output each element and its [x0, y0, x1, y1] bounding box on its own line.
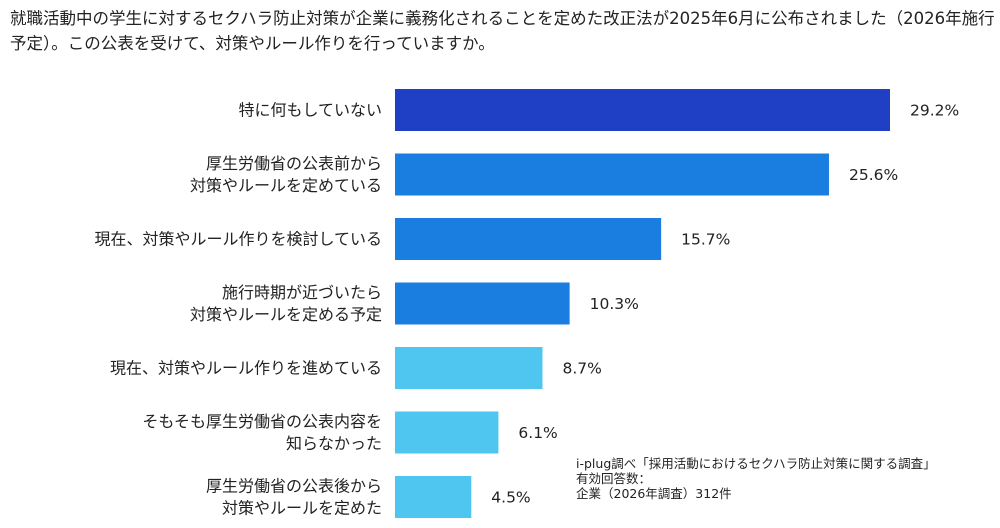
bar	[395, 282, 570, 325]
source-line: 企業（2026年調査）312件	[576, 486, 732, 501]
bar	[395, 476, 472, 518]
category-label: 対策やルールを定める予定	[190, 305, 382, 324]
value-labels-group: 29.2% 25.6% 15.7% 10.3% 8.7% 6.1% 4.5%	[491, 102, 959, 507]
bar	[395, 218, 662, 260]
bar	[395, 89, 890, 131]
category-labels-group: 特に何もしていない厚生労働省の公表前から対策やルールを定めている現在、対策やルー…	[94, 101, 382, 518]
source-note: i-plug調べ「採用活動におけるセクハラ防止対策に関する調査」 有効回答数： …	[576, 456, 996, 501]
bar	[395, 411, 499, 454]
source-line: 有効回答数：	[576, 471, 652, 486]
bar	[395, 347, 543, 389]
category-label: そもそも厚生労働省の公表内容を	[142, 412, 382, 431]
bars-group	[395, 89, 890, 518]
value-label: 25.6%	[849, 166, 898, 184]
value-label: 15.7%	[681, 231, 730, 249]
category-label: 対策やルールを定めた	[222, 499, 382, 518]
category-label: 知らなかった	[286, 434, 382, 453]
value-label: 4.5%	[491, 489, 530, 507]
category-label: 現在、対策やルール作りを進めている	[110, 359, 382, 378]
category-label: 厚生労働省の公表後から	[206, 477, 382, 496]
value-label: 29.2%	[910, 102, 959, 120]
category-label: 対策やルールを定めている	[190, 176, 382, 195]
value-label: 10.3%	[590, 295, 639, 313]
source-line: i-plug調べ「採用活動におけるセクハラ防止対策に関する調査」	[576, 456, 936, 471]
value-label: 8.7%	[562, 360, 601, 378]
category-label: 特に何もしていない	[238, 101, 382, 120]
value-label: 6.1%	[518, 424, 557, 442]
chart-title: 就職活動中の学生に対するセクハラ防止対策が企業に義務化されることを定めた改正法が…	[10, 9, 995, 53]
category-label: 施行時期が近づいたら	[222, 283, 382, 302]
category-label: 現在、対策やルール作りを検討している	[94, 230, 382, 249]
bar	[395, 153, 829, 196]
category-label: 厚生労働省の公表前から	[206, 154, 382, 173]
